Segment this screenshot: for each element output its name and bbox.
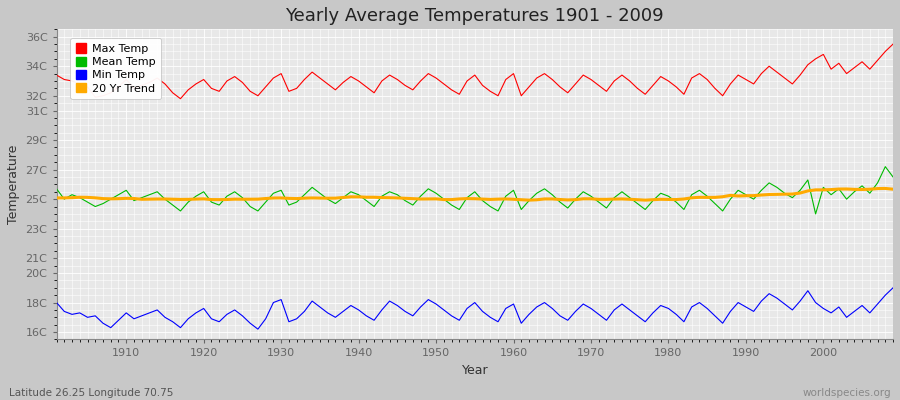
Text: Latitude 26.25 Longitude 70.75: Latitude 26.25 Longitude 70.75 — [9, 388, 174, 398]
Y-axis label: Temperature: Temperature — [7, 145, 20, 224]
Title: Yearly Average Temperatures 1901 - 2009: Yearly Average Temperatures 1901 - 2009 — [285, 7, 664, 25]
Text: worldspecies.org: worldspecies.org — [803, 388, 891, 398]
Legend: Max Temp, Mean Temp, Min Temp, 20 Yr Trend: Max Temp, Mean Temp, Min Temp, 20 Yr Tre… — [70, 38, 161, 99]
X-axis label: Year: Year — [462, 364, 488, 377]
